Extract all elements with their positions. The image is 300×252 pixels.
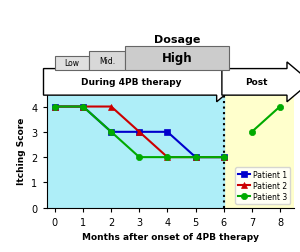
- Text: Post: Post: [245, 78, 268, 87]
- Patient 3: [137, 156, 141, 159]
- Line: Patient 2: Patient 2: [52, 104, 227, 161]
- Patient 2: [194, 156, 197, 159]
- Line: Patient 3: Patient 3: [52, 104, 227, 161]
- Patient 2: [110, 106, 113, 109]
- Patient 3: [53, 106, 57, 109]
- Patient 3: [194, 156, 197, 159]
- Patient 1: [222, 156, 226, 159]
- Patient 1: [137, 131, 141, 134]
- Patient 2: [81, 106, 85, 109]
- Text: Mid.: Mid.: [99, 57, 115, 66]
- Y-axis label: Itching Score: Itching Score: [17, 118, 26, 185]
- Patient 2: [53, 106, 57, 109]
- Bar: [46, 94, 224, 208]
- Text: Low: Low: [64, 59, 79, 68]
- X-axis label: Months after onset of 4PB therapy: Months after onset of 4PB therapy: [82, 232, 259, 241]
- Legend: Patient 1, Patient 2, Patient 3: Patient 1, Patient 2, Patient 3: [235, 167, 290, 204]
- Patient 3: [166, 156, 169, 159]
- Patient 1: [166, 131, 169, 134]
- Line: Patient 1: Patient 1: [52, 104, 227, 161]
- Patient 1: [53, 106, 57, 109]
- Patient 2: [222, 156, 226, 159]
- Patient 1: [110, 131, 113, 134]
- Patient 2: [166, 156, 169, 159]
- Bar: [224, 94, 294, 208]
- Patient 3: [222, 156, 226, 159]
- Text: High: High: [162, 52, 193, 65]
- Patient 1: [194, 156, 197, 159]
- Patient 3: [110, 131, 113, 134]
- Text: Dosage: Dosage: [154, 35, 200, 45]
- Text: During 4PB therapy: During 4PB therapy: [81, 78, 182, 87]
- Patient 1: [81, 106, 85, 109]
- Patient 2: [137, 131, 141, 134]
- Patient 3: [81, 106, 85, 109]
